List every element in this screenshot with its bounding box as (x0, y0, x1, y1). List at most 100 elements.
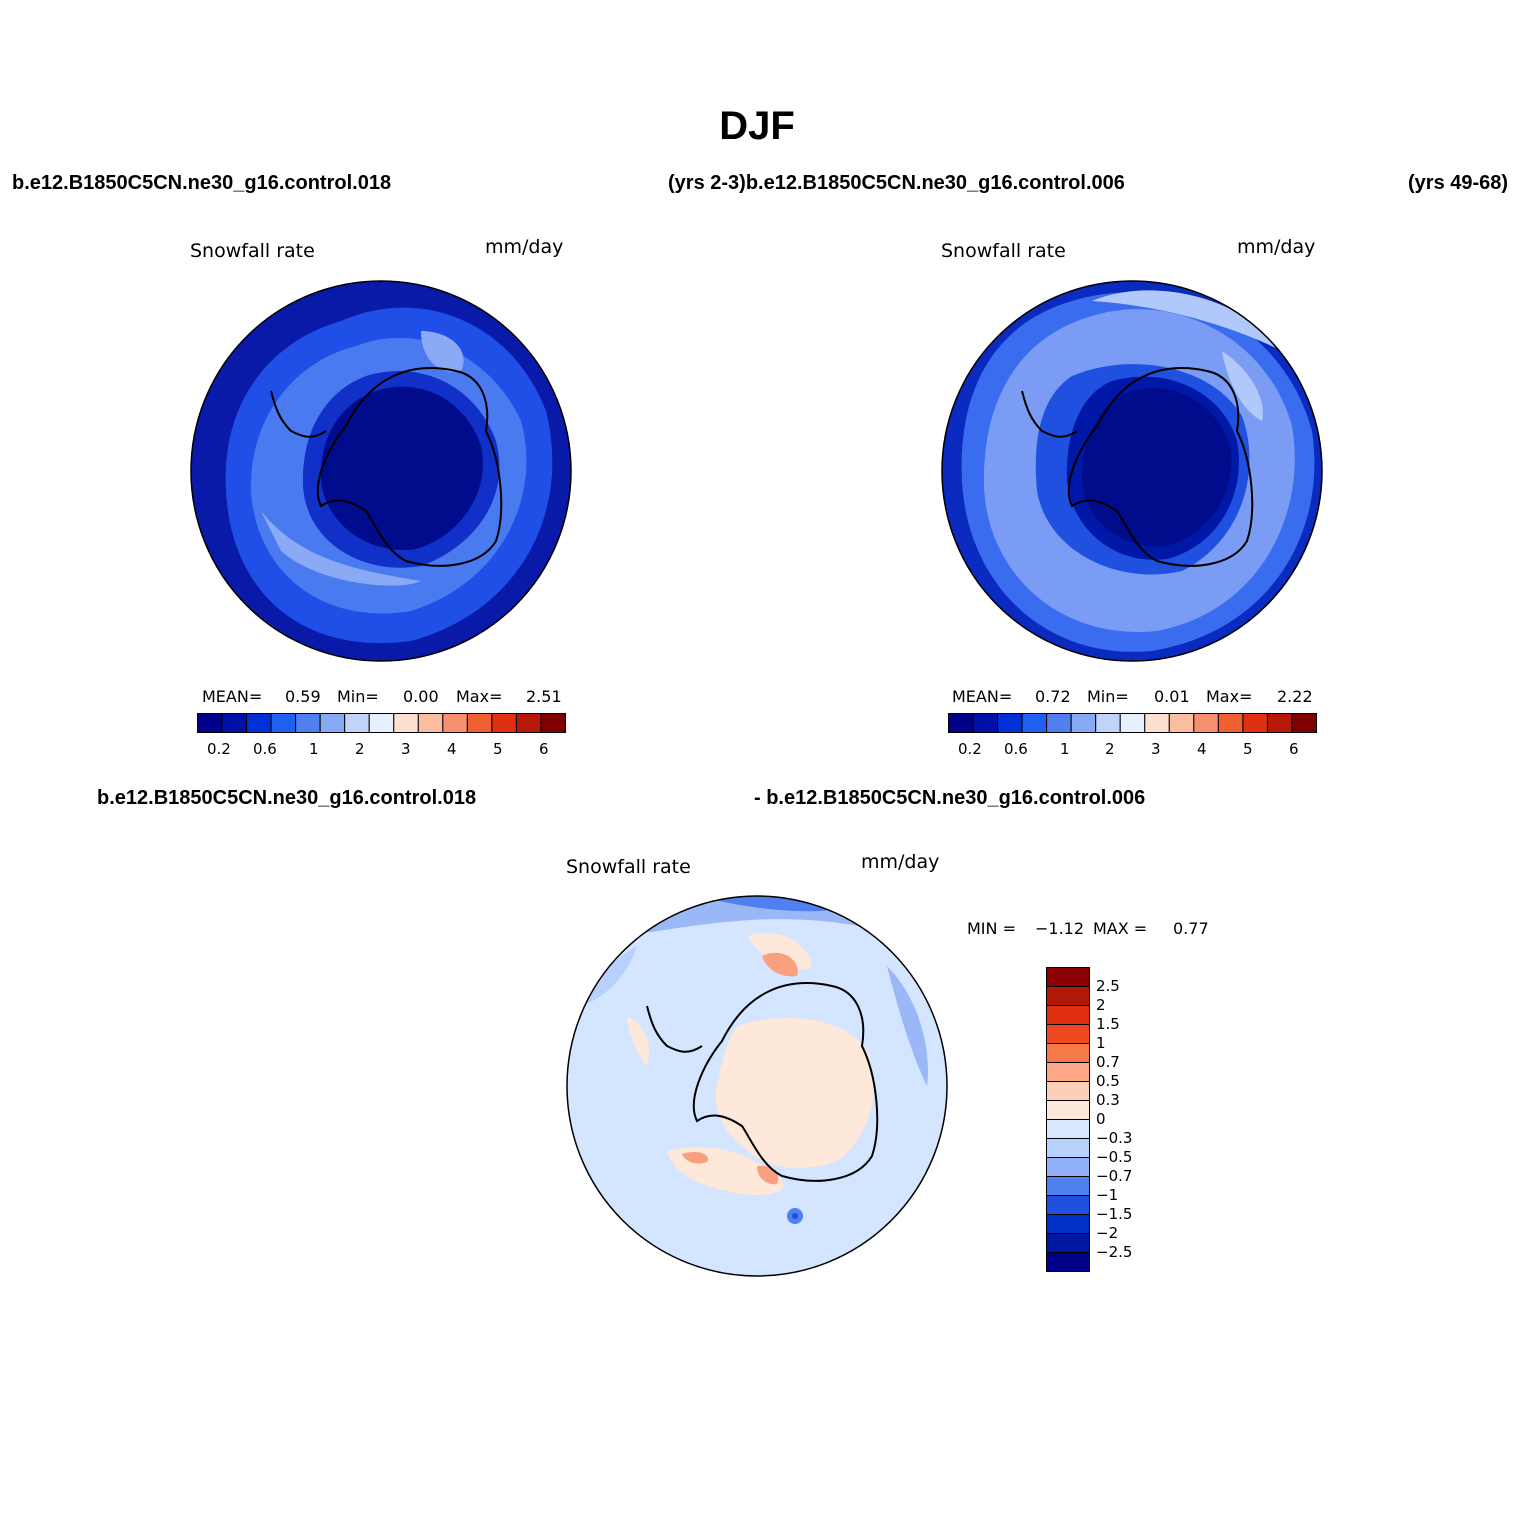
panel2-min-label: Min= (1087, 687, 1129, 706)
panel2-colorbar-tick: 1 (1060, 740, 1070, 758)
colorbar-swatch (1046, 1138, 1090, 1158)
panel1-colorbar (197, 713, 567, 733)
panel3-colorbar-tick: −2 (1096, 1224, 1119, 1242)
panel1-colorbar-tick: 5 (493, 740, 503, 758)
panel2-polar-map (941, 280, 1323, 662)
colorbar-swatch (197, 713, 223, 733)
colorbar-swatch (1046, 1024, 1090, 1044)
panel1-max-value: 2.51 (526, 687, 562, 706)
panel1-colorbar-tick: 0.2 (207, 740, 231, 758)
panel1-mean-value: 0.59 (285, 687, 321, 706)
panel3-colorbar-tick: 0.3 (1096, 1091, 1120, 1109)
panel3-variable-label: Snowfall rate (566, 856, 691, 878)
panel2-units-label: mm/day (1237, 236, 1316, 258)
colorbar-swatch (417, 713, 444, 733)
panel1-mean-label: MEAN= (202, 687, 263, 706)
panel3-min-value: −1.12 (1035, 919, 1085, 938)
colorbar-swatch (1021, 713, 1048, 733)
colorbar-swatch (972, 713, 999, 733)
colorbar-swatch (466, 713, 493, 733)
panel2-max-label: Max= (1206, 687, 1253, 706)
case-label-bottom-left: b.e12.B1850C5CN.ne30_g16.control.018 (97, 787, 477, 809)
panel1-polar-map (190, 280, 572, 662)
colorbar-swatch (1046, 1195, 1090, 1215)
panel2-variable-label: Snowfall rate (941, 240, 1066, 262)
panel3-colorbar-tick: 1 (1096, 1034, 1106, 1052)
colorbar-swatch (1168, 713, 1195, 733)
panel3-colorbar-tick: −1 (1096, 1186, 1119, 1204)
panel1-max-label: Max= (456, 687, 503, 706)
colorbar-swatch (246, 713, 272, 733)
case-label-top-left: b.e12.B1850C5CN.ne30_g16.control.018 (12, 172, 392, 194)
colorbar-swatch (540, 713, 567, 733)
panel3-colorbar (1046, 967, 1090, 1272)
colorbar-swatch (344, 713, 370, 733)
panel3-colorbar-tick: −0.5 (1096, 1148, 1133, 1166)
colorbar-swatch (1046, 967, 1090, 987)
panel1-colorbar-tick: 4 (447, 740, 457, 758)
panel2-mean-label: MEAN= (952, 687, 1013, 706)
panel1-units-label: mm/day (485, 236, 564, 258)
panel1-colorbar-tick: 1 (309, 740, 319, 758)
panel1-colorbar-tick: 2 (355, 740, 365, 758)
colorbar-swatch (1095, 713, 1121, 733)
colorbar-swatch (1046, 1062, 1090, 1082)
panel1-variable-label: Snowfall rate (190, 240, 315, 262)
panel2-colorbar-tick: 5 (1243, 740, 1253, 758)
colorbar-swatch (948, 713, 974, 733)
colorbar-swatch (1046, 1252, 1090, 1272)
colorbar-swatch (393, 713, 419, 733)
panel3-colorbar-tick: 1.5 (1096, 1015, 1120, 1033)
colorbar-swatch (1144, 713, 1170, 733)
panel1-colorbar-tick: 3 (401, 740, 411, 758)
colorbar-swatch (1070, 713, 1097, 733)
colorbar-swatch (1046, 1157, 1090, 1177)
panel2-colorbar-tick: 4 (1197, 740, 1207, 758)
panel2-colorbar-tick: 0.2 (958, 740, 982, 758)
panel2-colorbar-tick: 2 (1105, 740, 1115, 758)
panel3-max-value: 0.77 (1173, 919, 1209, 938)
panel2-colorbar-tick: 0.6 (1004, 740, 1028, 758)
case-label-top-middle: (yrs 2-3)b.e12.B1850C5CN.ne30_g16.contro… (668, 172, 1125, 194)
main-title: DJF (719, 104, 795, 148)
colorbar-swatch (1046, 1214, 1090, 1234)
colorbar-swatch (368, 713, 395, 733)
colorbar-swatch (1046, 986, 1090, 1006)
colorbar-swatch (1291, 713, 1318, 733)
panel1-colorbar-tick: 0.6 (253, 740, 277, 758)
panel1-colorbar-tick: 6 (539, 740, 549, 758)
panel3-colorbar-tick: −0.7 (1096, 1167, 1133, 1185)
panel3-colorbar-tick: 0 (1096, 1110, 1106, 1128)
panel2-min-value: 0.01 (1154, 687, 1190, 706)
colorbar-swatch (1266, 713, 1293, 733)
panel2-colorbar-tick: 3 (1151, 740, 1161, 758)
panel3-colorbar-tick: −1.5 (1096, 1205, 1133, 1223)
colorbar-swatch (295, 713, 321, 733)
panel3-colorbar-tick: 2.5 (1096, 977, 1120, 995)
panel3-colorbar-tick: −0.3 (1096, 1129, 1133, 1147)
colorbar-swatch (1046, 1233, 1090, 1253)
colorbar-swatch (1046, 1119, 1090, 1139)
colorbar-swatch (221, 713, 248, 733)
case-label-bottom-right: - b.e12.B1850C5CN.ne30_g16.control.006 (754, 787, 1146, 809)
panel2-colorbar-tick: 6 (1289, 740, 1299, 758)
colorbar-swatch (270, 713, 297, 733)
panel1-min-label: Min= (337, 687, 379, 706)
colorbar-swatch (1046, 1043, 1090, 1063)
colorbar-swatch (1046, 1176, 1090, 1196)
colorbar-swatch (1046, 1100, 1090, 1120)
panel3-colorbar-tick: 2 (1096, 996, 1106, 1014)
panel3-colorbar-tick: −2.5 (1096, 1243, 1133, 1261)
panel3-colorbar-tick: 0.7 (1096, 1053, 1120, 1071)
case-label-top-right: (yrs 49-68) (1408, 172, 1509, 194)
colorbar-swatch (1217, 713, 1244, 733)
panel3-polar-map (566, 895, 948, 1277)
colorbar-swatch (1193, 713, 1219, 733)
colorbar-swatch (319, 713, 346, 733)
panel2-colorbar (948, 713, 1318, 733)
colorbar-swatch (1119, 713, 1146, 733)
colorbar-swatch (442, 713, 468, 733)
colorbar-swatch (1046, 1081, 1090, 1101)
panel1-min-value: 0.00 (403, 687, 439, 706)
colorbar-swatch (515, 713, 542, 733)
